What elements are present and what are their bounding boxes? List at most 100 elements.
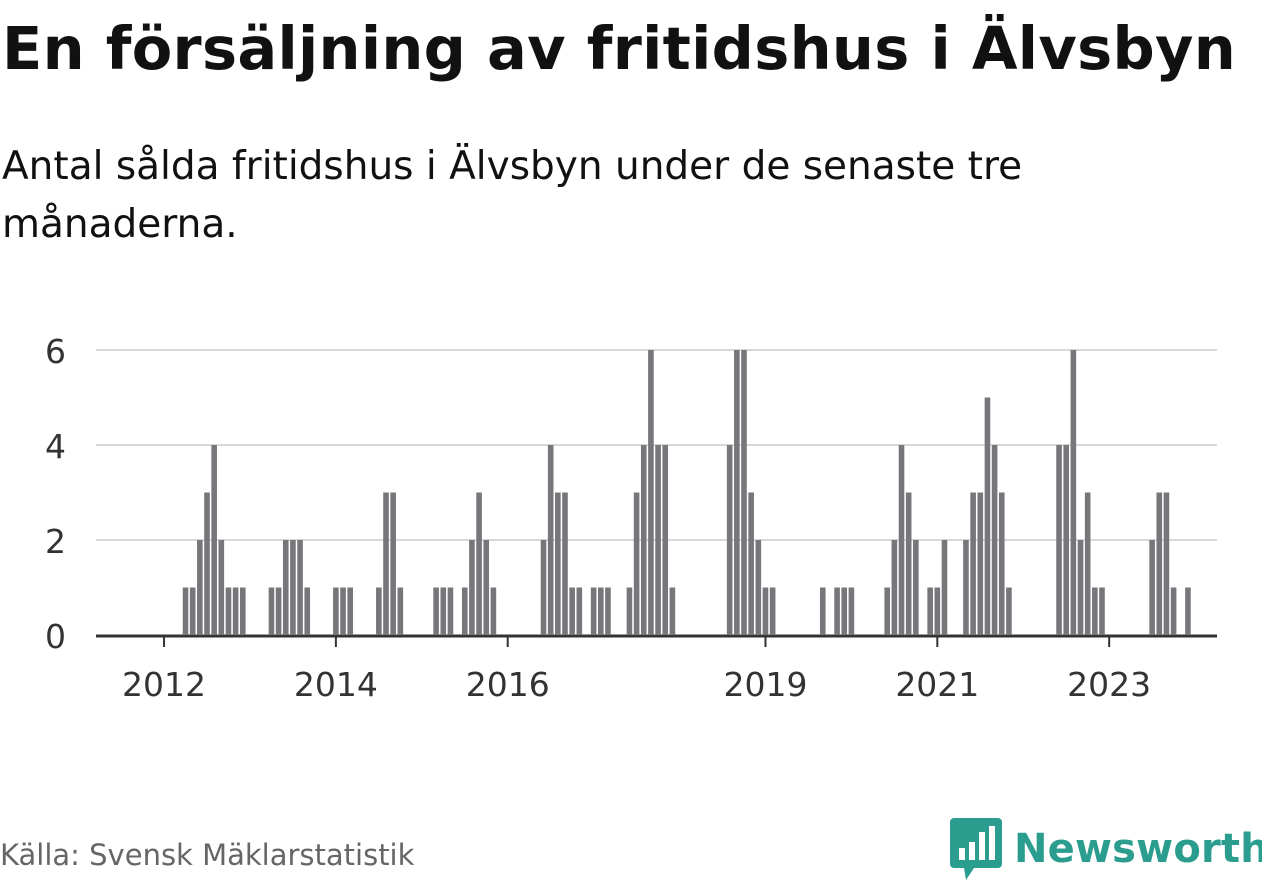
bar bbox=[540, 540, 547, 635]
bar bbox=[640, 445, 647, 635]
bar bbox=[841, 587, 848, 635]
y-tick-label: 2 bbox=[45, 522, 66, 561]
bar bbox=[1070, 350, 1077, 635]
bar bbox=[970, 492, 976, 635]
y-tick-label: 4 bbox=[45, 427, 66, 466]
bar bbox=[440, 587, 447, 635]
bar bbox=[490, 587, 497, 635]
bar bbox=[1063, 445, 1069, 635]
bar bbox=[905, 492, 912, 635]
bar bbox=[834, 587, 840, 635]
bar bbox=[755, 540, 762, 635]
bar bbox=[927, 587, 933, 635]
bar bbox=[1163, 492, 1170, 635]
bar bbox=[1156, 492, 1163, 635]
bar bbox=[998, 492, 1005, 635]
bar bbox=[189, 587, 196, 635]
bars bbox=[182, 350, 1191, 635]
bar bbox=[848, 587, 855, 635]
bar bbox=[197, 540, 203, 635]
bar bbox=[383, 492, 389, 635]
bar bbox=[934, 587, 941, 635]
bar bbox=[1056, 445, 1062, 635]
bar bbox=[762, 587, 769, 635]
bar bbox=[182, 587, 189, 635]
bar bbox=[734, 350, 740, 635]
chart-title: En försäljning av fritidshus i Älvsbyn bbox=[2, 14, 1237, 83]
bar bbox=[1099, 587, 1105, 635]
bar bbox=[232, 587, 239, 635]
bar bbox=[598, 587, 604, 635]
bar bbox=[669, 587, 676, 635]
bar bbox=[1092, 587, 1098, 635]
bar bbox=[977, 492, 984, 635]
bar bbox=[819, 587, 826, 635]
bar bbox=[662, 445, 669, 635]
bar bbox=[984, 397, 991, 635]
bar bbox=[898, 445, 905, 635]
bar bbox=[1077, 540, 1084, 635]
bar bbox=[1006, 587, 1012, 635]
bar bbox=[941, 540, 948, 635]
y-tick-label: 0 bbox=[45, 617, 66, 656]
bar bbox=[633, 492, 640, 635]
bar bbox=[741, 350, 747, 635]
bar bbox=[433, 587, 439, 635]
x-tick-label: 2021 bbox=[895, 665, 979, 704]
bar bbox=[605, 587, 611, 635]
bar bbox=[963, 540, 969, 635]
bar bbox=[991, 445, 998, 635]
y-tick-label: 6 bbox=[45, 332, 66, 371]
bar bbox=[748, 492, 754, 635]
bar bbox=[555, 492, 561, 635]
bar bbox=[211, 445, 217, 635]
x-tick-label: 2023 bbox=[1067, 665, 1151, 704]
x-tick-label: 2019 bbox=[723, 665, 807, 704]
bar bbox=[290, 540, 296, 635]
bar bbox=[461, 587, 468, 635]
bar bbox=[204, 492, 210, 635]
bar bbox=[891, 540, 898, 635]
bar bbox=[569, 587, 575, 635]
bar bbox=[648, 350, 654, 635]
bar bbox=[304, 587, 311, 635]
bar bbox=[1170, 587, 1177, 635]
bar bbox=[590, 587, 597, 635]
bar bbox=[282, 540, 289, 635]
bar bbox=[1149, 540, 1155, 635]
bar bbox=[469, 540, 475, 635]
bar bbox=[576, 587, 583, 635]
bar bbox=[333, 587, 339, 635]
bar bbox=[483, 540, 490, 635]
bar bbox=[562, 492, 568, 635]
source-note: Källa: Svensk Mäklarstatistik bbox=[0, 838, 415, 872]
x-tick-label: 2014 bbox=[294, 665, 378, 704]
bar bbox=[397, 587, 404, 635]
bar bbox=[340, 587, 346, 635]
bar bbox=[913, 540, 919, 635]
brand-logo-block: Newsworthy bbox=[950, 818, 1262, 880]
newsworthy-logo-icon bbox=[950, 818, 1002, 880]
bar bbox=[476, 492, 482, 635]
bar bbox=[655, 445, 661, 635]
bar bbox=[225, 587, 232, 635]
bar bbox=[884, 587, 890, 635]
bar bbox=[1084, 492, 1091, 635]
bar bbox=[275, 587, 282, 635]
bar-chart: 0 2 4 6 2012 2014 2016 2019 2021 2023 bbox=[45, 332, 1217, 704]
x-tick-label: 2016 bbox=[466, 665, 550, 704]
labels: 0 2 4 6 2012 2014 2016 2019 2021 2023 bbox=[45, 332, 1151, 704]
bar bbox=[347, 587, 353, 635]
bar bbox=[626, 587, 633, 635]
brand-name: Newsworthy bbox=[1014, 826, 1262, 872]
x-tick-label: 2012 bbox=[122, 665, 206, 704]
bar bbox=[240, 587, 246, 635]
bar bbox=[769, 587, 776, 635]
bar bbox=[390, 492, 396, 635]
bar bbox=[376, 587, 382, 635]
bar bbox=[447, 587, 454, 635]
bar bbox=[547, 445, 554, 635]
gridlines bbox=[96, 349, 1217, 647]
bar bbox=[218, 540, 225, 635]
bar bbox=[268, 587, 275, 635]
